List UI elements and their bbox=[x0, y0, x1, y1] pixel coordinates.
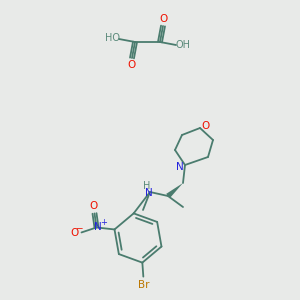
Text: O: O bbox=[160, 14, 168, 24]
Text: HO: HO bbox=[106, 33, 121, 43]
Text: +: + bbox=[100, 218, 107, 227]
Text: O: O bbox=[70, 228, 79, 239]
Text: N: N bbox=[176, 162, 184, 172]
Polygon shape bbox=[166, 183, 183, 198]
Text: H: H bbox=[143, 181, 151, 191]
Text: N: N bbox=[94, 222, 101, 233]
Text: O: O bbox=[127, 60, 135, 70]
Text: Br: Br bbox=[138, 280, 149, 290]
Text: O: O bbox=[89, 201, 98, 212]
Text: −: − bbox=[75, 223, 82, 232]
Text: N: N bbox=[145, 188, 153, 198]
Text: OH: OH bbox=[176, 40, 190, 50]
Text: O: O bbox=[201, 121, 209, 131]
